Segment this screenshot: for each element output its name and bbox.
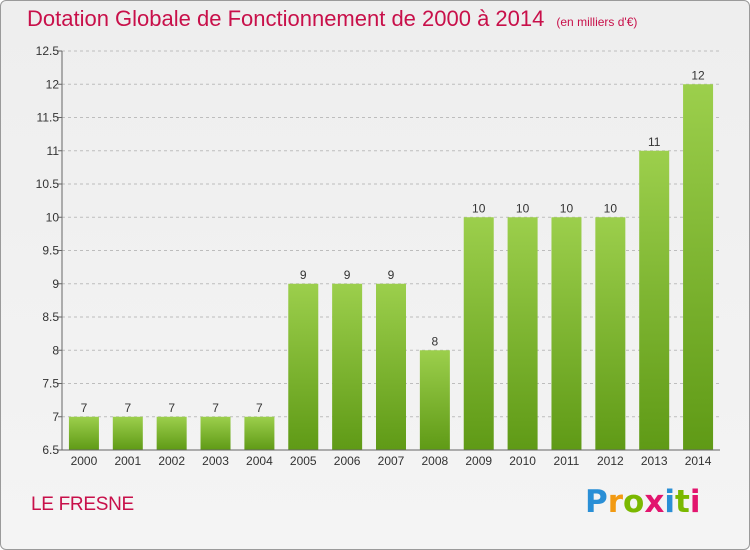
data-label: 7 xyxy=(212,401,219,415)
bar xyxy=(376,283,406,450)
x-tick-label: 2012 xyxy=(597,454,624,468)
y-tick-label: 12 xyxy=(46,77,60,91)
bar xyxy=(419,350,450,450)
bar xyxy=(112,416,143,450)
data-label: 12 xyxy=(691,68,705,82)
y-tick-label: 6.5 xyxy=(42,443,59,457)
x-tick-label: 2013 xyxy=(641,454,668,468)
data-label: 10 xyxy=(472,201,486,215)
data-label: 9 xyxy=(388,268,395,282)
y-tick-label: 9 xyxy=(52,277,59,291)
x-tick-label: 2006 xyxy=(334,454,361,468)
y-tick-label: 12.5 xyxy=(36,44,60,58)
x-tick-label: 2004 xyxy=(246,454,273,468)
x-tick-label: 2010 xyxy=(509,454,536,468)
data-label: 7 xyxy=(256,401,263,415)
bar xyxy=(639,150,670,450)
data-label: 7 xyxy=(124,401,131,415)
chart-title-text: Dotation Globale de Fonctionnement de 20… xyxy=(27,6,545,31)
axes: 6.5 7 7.5 8 8.5 9 9.5 10 10.5 11 11.5 12 12.5 2000 200… xyxy=(36,44,720,468)
data-label: 8 xyxy=(432,334,439,348)
x-tick-label: 2005 xyxy=(290,454,317,468)
data-label: 11 xyxy=(648,135,661,149)
x-tick-label: 2001 xyxy=(114,454,141,468)
y-tick-label: 7.5 xyxy=(42,377,59,391)
y-tick-label: 8.5 xyxy=(42,310,59,324)
x-tick-label: 2007 xyxy=(378,454,405,468)
bar xyxy=(551,217,582,450)
data-label: 10 xyxy=(560,201,574,215)
y-tick-label: 7 xyxy=(52,410,59,424)
data-label: 9 xyxy=(300,268,307,282)
bar xyxy=(463,217,494,450)
y-tick-label: 11.5 xyxy=(37,111,60,125)
chart-units: (en milliers d'€) xyxy=(556,15,638,29)
data-label: 9 xyxy=(344,268,351,282)
data-label: 10 xyxy=(604,201,618,215)
y-tick-label: 11 xyxy=(47,144,60,158)
data-label: 7 xyxy=(81,401,88,415)
bar xyxy=(156,416,187,450)
bar xyxy=(200,416,231,450)
chart-title: Dotation Globale de Fonctionnement de 20… xyxy=(27,6,637,32)
x-tick-label: 2000 xyxy=(71,454,98,468)
bars: 7 7 7 7 7 9 9 9 8 10 10 10 10 11 12 xyxy=(68,68,714,450)
data-label: 10 xyxy=(516,201,530,215)
x-tick-label: 2003 xyxy=(202,454,229,468)
bar xyxy=(507,217,538,450)
y-tick-label: 9.5 xyxy=(42,244,59,258)
location-label: LE FRESNE xyxy=(31,494,134,515)
y-tick-label: 10.5 xyxy=(36,177,60,191)
bar xyxy=(332,283,363,450)
proxiti-logo[interactable]: Proxiti xyxy=(585,484,701,520)
bar xyxy=(595,217,626,450)
y-tick-label: 10 xyxy=(46,210,60,224)
data-label: 7 xyxy=(168,401,175,415)
bar xyxy=(288,283,319,450)
bar xyxy=(683,84,714,450)
x-tick-label: 2008 xyxy=(422,454,449,468)
bar xyxy=(244,416,275,450)
x-tick-label: 2014 xyxy=(685,454,712,468)
y-tick-label: 8 xyxy=(52,343,59,357)
bar xyxy=(68,416,99,450)
x-tick-label: 2002 xyxy=(158,454,185,468)
x-tick-label: 2011 xyxy=(554,454,580,468)
x-tick-label: 2009 xyxy=(465,454,492,468)
